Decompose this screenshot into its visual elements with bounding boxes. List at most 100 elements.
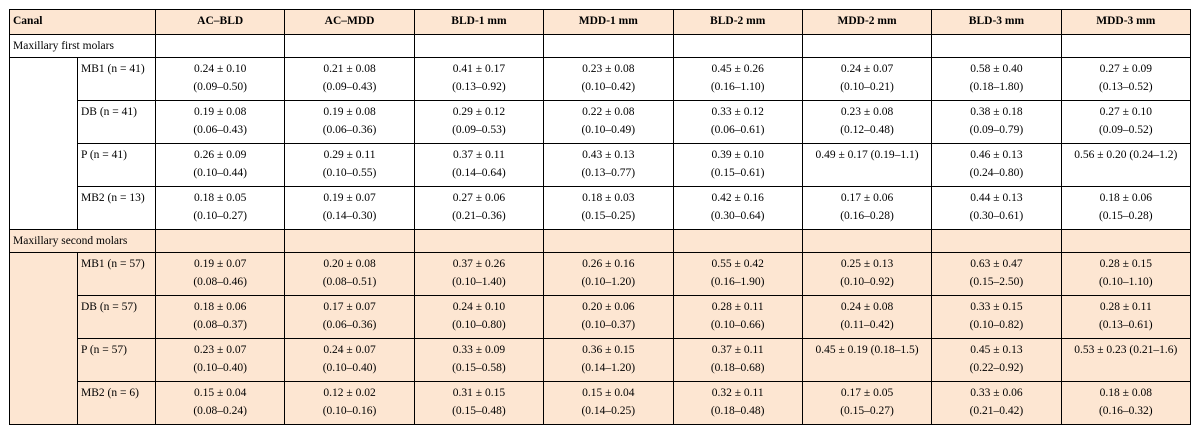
value-line: 0.18 ± 0.03 — [582, 192, 635, 204]
column-header: Canal — [9, 9, 156, 35]
value-cell: 0.36 ± 0.15 (0.14–1.20) — [543, 338, 674, 382]
value-cell: 0.33 ± 0.15 (0.10–0.82) — [931, 295, 1062, 339]
value-cell: 0.18 ± 0.03 (0.15–0.25) — [543, 186, 674, 230]
value-line: 0.23 ± 0.07 — [194, 344, 247, 356]
empty-cell — [1060, 229, 1192, 253]
value-line: 0.24 ± 0.07 — [840, 63, 894, 75]
value-line: 0.29 ± 0.12 — [452, 106, 506, 118]
value-line: 0.45 ± 0.26 — [711, 63, 764, 75]
value-line: 0.23 ± 0.08 — [840, 106, 894, 118]
empty-cell — [413, 34, 545, 58]
data-row: MB1 (n = 57) 0.19 ± 0.07 (0.08–0.46) 0.20 ±… — [9, 252, 1192, 425]
value-line: 0.53 ± 0.23 (0.21–1.6) — [1074, 344, 1178, 356]
value-line: 0.25 ± 0.13 — [840, 258, 894, 270]
value-line: 0.24 ± 0.10 — [194, 63, 247, 75]
value-cell: 0.45 ± 0.13 (0.22–0.92) — [931, 338, 1062, 382]
value-line: 0.42 ± 0.16 — [711, 192, 764, 204]
empty-cell — [931, 34, 1062, 58]
value-line: 0.33 ± 0.12 — [711, 106, 764, 118]
value-line: (0.16–0.28) — [840, 210, 894, 222]
value-line: (0.24–0.80) — [969, 167, 1024, 179]
value-line: (0.10–0.55) — [322, 167, 377, 179]
value-line: 0.24 ± 0.07 — [323, 344, 376, 356]
value-line: 0.28 ± 0.11 — [711, 301, 764, 313]
value-cell: 0.33 ± 0.12 (0.06–0.61) — [672, 100, 803, 144]
value-line: 0.41 ± 0.17 — [452, 63, 506, 75]
value-line: 0.37 ± 0.11 — [711, 344, 764, 356]
value-line: (0.15–0.27) — [840, 405, 894, 417]
header-row: Canal AC–BLD AC–MDD BLD-1 mm MDD-1 mm BLD-2 m… — [9, 9, 1192, 35]
value-line: 0.46 ± 0.13 — [970, 149, 1023, 161]
value-cell: 0.37 ± 0.11 (0.18–0.68) — [672, 338, 803, 382]
column-header: BLD-3 mm — [931, 9, 1062, 35]
value-cell: 0.29 ± 0.12 (0.09–0.53) — [413, 100, 545, 144]
value-cell: 0.29 ± 0.11 (0.10–0.55) — [284, 143, 415, 187]
value-line: (0.06–0.61) — [710, 124, 765, 136]
value-line: (0.09–0.43) — [322, 81, 377, 93]
empty-cell — [801, 229, 933, 253]
value-line: 0.37 ± 0.11 — [452, 149, 505, 161]
indent-cell — [9, 57, 78, 230]
value-cell: 0.28 ± 0.15 (0.10–1.10) — [1060, 252, 1192, 296]
column-header: AC–MDD — [284, 9, 415, 35]
value-line: (0.10–0.66) — [710, 319, 765, 331]
empty-cell — [154, 229, 286, 253]
value-line: 0.28 ± 0.15 — [1099, 258, 1152, 270]
value-cell: 0.44 ± 0.13 (0.30–0.61) — [931, 186, 1062, 230]
value-line: (0.11–0.42) — [840, 319, 894, 331]
value-line: (0.12–0.48) — [840, 124, 894, 136]
value-line: 0.45 ± 0.13 — [970, 344, 1023, 356]
canal-name: MB1 (n = 57) — [77, 252, 156, 296]
value-line: (0.08–0.51) — [322, 276, 377, 288]
value-cell: 0.45 ± 0.19 (0.18–1.5) — [801, 338, 933, 382]
data-row: MB1 (n = 41) 0.24 ± 0.10 (0.09–0.50) 0.21 ±… — [9, 57, 1192, 230]
value-cell: 0.17 ± 0.07 (0.06–0.36) — [284, 295, 415, 339]
value-cell: 0.24 ± 0.10 (0.10–0.80) — [413, 295, 545, 339]
value-line: 0.27 ± 0.10 — [1099, 106, 1152, 118]
column-header: MDD-2 mm — [801, 9, 933, 35]
value-cell: 0.24 ± 0.07 (0.10–0.21) — [801, 57, 933, 101]
value-line: (0.10–0.82) — [969, 319, 1024, 331]
value-line: 0.18 ± 0.05 — [194, 192, 247, 204]
value-line: 0.17 ± 0.07 — [323, 301, 376, 313]
value-cell: 0.17 ± 0.06 (0.16–0.28) — [801, 186, 933, 230]
value-line: (0.10–1.40) — [452, 276, 506, 288]
canal-name: MB2 (n = 13) — [77, 186, 156, 230]
value-line: (0.10–0.44) — [193, 167, 248, 179]
section-title: Maxillary first molars — [9, 34, 156, 58]
value-line: 0.33 ± 0.15 — [970, 301, 1023, 313]
value-line: (0.08–0.46) — [193, 276, 248, 288]
value-cell: 0.24 ± 0.07 (0.10–0.40) — [284, 338, 415, 382]
value-line: 0.21 ± 0.08 — [323, 63, 376, 75]
value-cell: 0.37 ± 0.11 (0.14–0.64) — [413, 143, 545, 187]
value-line: (0.10–1.20) — [581, 276, 636, 288]
empty-cell — [672, 34, 803, 58]
value-line: (0.08–0.24) — [193, 405, 248, 417]
value-cell: 0.22 ± 0.08 (0.10–0.49) — [543, 100, 674, 144]
section-title: Maxillary second molars — [9, 229, 156, 253]
value-line: 0.33 ± 0.09 — [452, 344, 506, 356]
value-cell: 0.19 ± 0.07 (0.14–0.30) — [284, 186, 415, 230]
value-line: (0.09–0.52) — [1098, 124, 1153, 136]
value-line: 0.43 ± 0.13 — [582, 149, 635, 161]
data-row: MB2 (n = 6) 0.15 ± 0.04 (0.08–0.24) 0.12 ± … — [10, 381, 1192, 425]
value-cell: 0.45 ± 0.26 (0.16–1.10) — [672, 57, 803, 101]
value-line: 0.19 ± 0.07 — [194, 258, 247, 270]
value-line: (0.13–0.92) — [452, 81, 506, 93]
value-line: (0.21–0.42) — [969, 405, 1024, 417]
value-cell: 0.37 ± 0.26 (0.10–1.40) — [413, 252, 545, 296]
value-line: 0.20 ± 0.08 — [323, 258, 376, 270]
canal-name: DB (n = 41) — [77, 100, 156, 144]
canal-name: MB2 (n = 6) — [77, 381, 156, 425]
value-line: (0.15–2.50) — [969, 276, 1024, 288]
value-cell: 0.17 ± 0.05 (0.15–0.27) — [801, 381, 933, 425]
value-line: 0.26 ± 0.16 — [582, 258, 635, 270]
value-line: 0.63 ± 0.47 — [970, 258, 1023, 270]
value-line: (0.10–0.49) — [581, 124, 636, 136]
value-cell: 0.18 ± 0.05 (0.10–0.27) — [154, 186, 286, 230]
value-line: 0.39 ± 0.10 — [711, 149, 764, 161]
value-line: (0.15–0.28) — [1098, 210, 1153, 222]
value-line: 0.23 ± 0.08 — [582, 63, 635, 75]
empty-cell — [672, 229, 803, 253]
